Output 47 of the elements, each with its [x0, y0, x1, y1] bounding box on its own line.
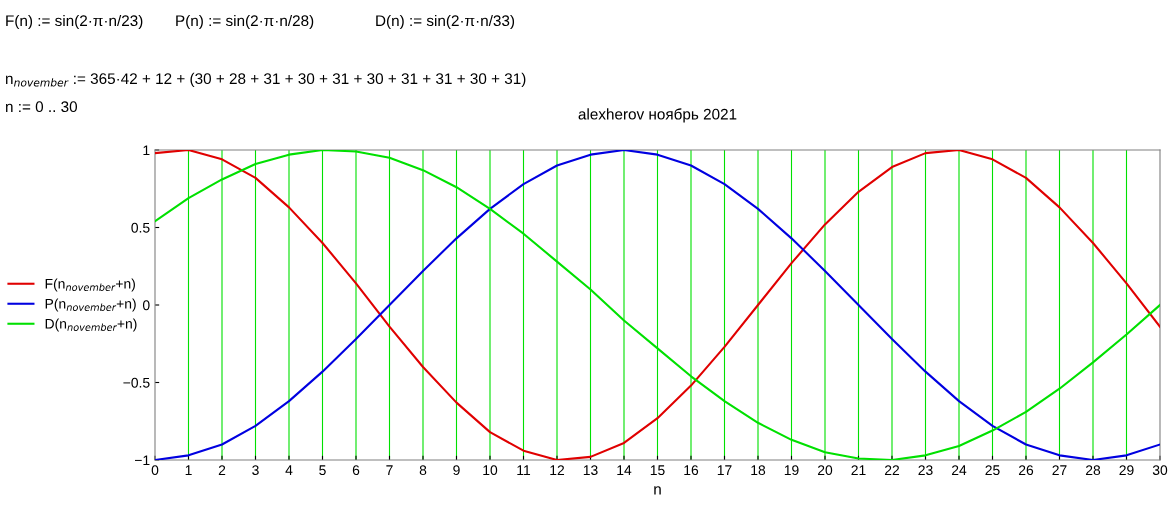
x-tick-label: 0: [151, 465, 159, 476]
x-tick-label: 19: [784, 465, 799, 476]
text: F(n) := sin(2·π·n/23): [6, 14, 143, 30]
x-tick-label: 29: [1119, 465, 1134, 476]
x-tick-label: 18: [751, 465, 766, 476]
x-tick-label: 10: [483, 465, 498, 476]
x-tick-label: 6: [352, 465, 360, 476]
x-tick-label: 2: [218, 465, 226, 475]
x-tick-label: 13: [583, 465, 598, 476]
x-tick-label: 7: [386, 465, 393, 475]
legend-label: P(n$_{november}$+n): [45, 298, 136, 312]
y-tick-label: −0.5: [123, 377, 150, 388]
x-tick-label: 11: [517, 465, 531, 475]
x-tick-label: 30: [1152, 465, 1168, 476]
x-tick-label: 25: [985, 465, 1000, 476]
x-tick-label: 26: [1018, 465, 1034, 476]
legend-label: F(n$_{november}$+n): [45, 278, 135, 292]
x-tick-label: 8: [419, 465, 427, 476]
x-tick-label: 21: [851, 465, 866, 475]
x-tick-label: 14: [617, 465, 632, 475]
x-tick-label: 17: [717, 465, 732, 475]
x-tick-label: 16: [684, 465, 699, 476]
chart-title: alexherov ноябрь 2021: [578, 108, 737, 123]
line-series: [155, 150, 1160, 460]
y-tick-label: 0.5: [131, 222, 150, 233]
y-tick-label: −1: [134, 455, 150, 466]
x-tick-label: 22: [884, 465, 900, 475]
x-tick-label: 27: [1052, 465, 1067, 475]
text: n := 0 .. 30: [6, 101, 78, 113]
x-tick-label: 20: [817, 465, 833, 476]
y-tick-label: 0: [142, 300, 150, 311]
x-tick-label: 1: [185, 465, 192, 475]
x-tick-label: 9: [453, 465, 460, 476]
x-axis-title: n: [654, 486, 661, 495]
text: D(n) := sin(2·π·n/33): [376, 14, 515, 30]
x-tick-label: 24: [951, 465, 967, 475]
legend-label: D(n$_{november}$+n): [45, 318, 137, 332]
x-tick-label: 3: [252, 465, 259, 476]
y-tick-label: 1: [143, 145, 150, 156]
x-tick-label: 15: [650, 465, 665, 476]
text: P(n) := sin(2·π·n/28): [176, 14, 314, 30]
text: n$_{november}$ := 365·42 + 12 + (30 + 28 + 31 + 30 + 31 + 30 + 31 + 31 + 30 + 31): [6, 72, 526, 88]
x-tick-label: 12: [550, 465, 565, 475]
x-tick-label: 28: [1085, 465, 1101, 476]
x-tick-label: 5: [319, 465, 326, 476]
x-tick-label: 23: [918, 465, 933, 476]
x-tick-label: 4: [285, 465, 293, 475]
